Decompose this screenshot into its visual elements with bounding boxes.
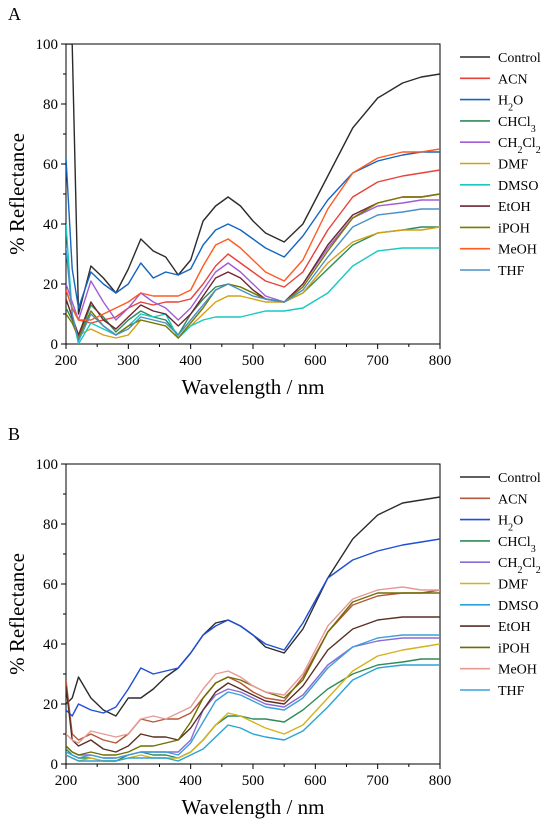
series-line-chcl [66, 226, 440, 339]
series-lines [66, 496, 440, 762]
x-tick-label: 700 [366, 353, 389, 369]
y-tick-label: 0 [51, 337, 59, 353]
y-tick-label: 20 [43, 697, 58, 713]
series-line-etoh [66, 193, 440, 336]
y-tick-label: 40 [43, 217, 58, 233]
series-line-meoh [66, 148, 440, 321]
series-line-chcl [66, 658, 440, 762]
y-tick-label: 80 [43, 97, 58, 113]
y-tick-label: 100 [36, 37, 59, 53]
y-tick-label: 40 [43, 637, 58, 653]
series-lines [66, 44, 440, 344]
x-tick-label: 800 [429, 773, 452, 789]
x-tick-label: 700 [366, 773, 389, 789]
x-tick-label: 300 [117, 353, 140, 369]
x-tick-label: 600 [304, 353, 327, 369]
legend-label-ipoh: iPOH [498, 641, 530, 656]
legend-label-ipoh: iPOH [498, 221, 530, 236]
legend-label-acn: ACN [498, 72, 528, 87]
legend-label-thf: THF [498, 264, 525, 279]
legend-label-meoh: MeOH [498, 243, 537, 258]
legend-label-dmso: DMSO [498, 599, 538, 614]
series-line-thf [66, 208, 440, 342]
legend-label-chcl: CHCl3 [498, 535, 536, 555]
y-tick-label: 60 [43, 157, 58, 173]
panel-a: A 200 300 400 500 600 700 800 0 20 40 60 80 100 Wavele… [5, 4, 541, 399]
x-tick-label: 200 [55, 353, 78, 369]
legend-label-dmf: DMF [498, 158, 529, 173]
x-tick-label: 800 [429, 353, 452, 369]
y-axis-title: % Reflectance [5, 553, 29, 675]
panel-b: B 200 300 400 500 600 700 800 0 20 40 60 80 100 Wavele… [5, 424, 541, 819]
series-line-acn [66, 169, 440, 324]
x-tick-label: 500 [242, 773, 265, 789]
series-line-control [66, 496, 440, 717]
legend-label-control: Control [498, 51, 541, 66]
x-axis-title: Wavelength / nm [182, 375, 325, 399]
series-line-thf [66, 634, 440, 759]
x-axis-title: Wavelength / nm [182, 795, 325, 819]
series-line-ipoh [66, 193, 440, 339]
y-tick-label: 60 [43, 577, 58, 593]
legend-label-chcl: CH2Cl2 [498, 556, 541, 576]
y-tick-label: 80 [43, 517, 58, 533]
legend-label-dmso: DMSO [498, 179, 538, 194]
legend-label-dmf: DMF [498, 578, 529, 593]
series-line-dmf [66, 643, 440, 762]
series-line-acn [66, 589, 440, 744]
x-tick-label: 400 [179, 353, 202, 369]
series-line-etoh [66, 616, 440, 753]
legend-label-thf: THF [498, 684, 525, 699]
series-line-meoh [66, 586, 440, 744]
x-tick-label: 500 [242, 353, 265, 369]
series-line-ipoh [66, 592, 440, 756]
y-tick-label: 100 [36, 457, 59, 473]
y-axis-title: % Reflectance [5, 133, 29, 255]
panel-letter: A [8, 4, 21, 24]
legend-label-etoh: EtOH [498, 200, 531, 215]
x-tick-label: 300 [117, 773, 140, 789]
legend-label-ho: H2O [498, 514, 523, 534]
legend-label-chcl: CH2Cl2 [498, 136, 541, 156]
x-tick-label: 200 [55, 773, 78, 789]
x-tick-label: 600 [304, 773, 327, 789]
x-tick-label: 400 [179, 773, 202, 789]
y-tick-label: 0 [51, 757, 59, 773]
series-line-dmso [66, 223, 440, 344]
series-line-control [66, 44, 440, 315]
legend-label-chcl: CHCl3 [498, 115, 536, 134]
legend-label-ho: H2O [498, 94, 523, 114]
legend-label-acn: ACN [498, 492, 528, 507]
series-line-ho [66, 151, 440, 309]
series-line-ho [66, 538, 440, 717]
series-line-dmso [66, 664, 440, 762]
legend-label-control: Control [498, 471, 541, 486]
panel-letter: B [8, 424, 20, 444]
y-tick-label: 20 [43, 277, 58, 293]
legend-label-meoh: MeOH [498, 663, 537, 678]
series-line-dmf [66, 226, 440, 339]
legend-label-etoh: EtOH [498, 620, 531, 635]
